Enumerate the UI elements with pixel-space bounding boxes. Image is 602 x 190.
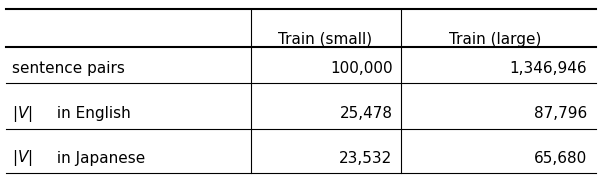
Text: 1,346,946: 1,346,946	[509, 61, 587, 76]
Text: 23,532: 23,532	[339, 151, 393, 166]
Text: 65,680: 65,680	[534, 151, 587, 166]
Text: 87,796: 87,796	[534, 106, 587, 121]
Text: in Japanese: in Japanese	[52, 151, 145, 166]
Text: $|V|$: $|V|$	[12, 104, 33, 124]
Text: 100,000: 100,000	[330, 61, 393, 76]
Text: Train (large): Train (large)	[450, 32, 542, 47]
Text: $|V|$: $|V|$	[12, 148, 33, 168]
Text: Train (small): Train (small)	[278, 32, 371, 47]
Text: sentence pairs: sentence pairs	[12, 61, 125, 76]
Text: in English: in English	[52, 106, 131, 121]
Text: 25,478: 25,478	[340, 106, 393, 121]
